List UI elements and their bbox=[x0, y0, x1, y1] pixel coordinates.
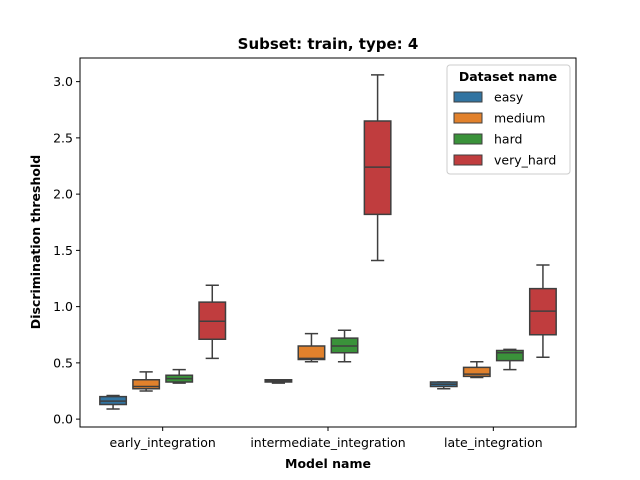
y-tick-label: 0.0 bbox=[53, 412, 73, 427]
legend-swatch-very_hard bbox=[453, 154, 483, 166]
box-medium-late_integration bbox=[462, 361, 491, 379]
y-tick-label: 1.5 bbox=[53, 243, 73, 258]
chart-title: Subset: train, type: 4 bbox=[238, 35, 419, 53]
y-axis-ticks: 0.0 0.5 1.0 1.5 2.0 2.5 3.0 bbox=[53, 74, 80, 427]
legend-label-easy: easy bbox=[494, 90, 524, 105]
y-tick-label: 3.0 bbox=[53, 74, 73, 89]
box-very_hard-early_integration bbox=[198, 284, 227, 360]
box-medium-early_integration bbox=[132, 371, 161, 392]
x-axis-ticks: early_integration intermediate_integratio… bbox=[110, 427, 543, 450]
y-tick-label: 0.5 bbox=[53, 355, 73, 370]
legend-title: Dataset name bbox=[459, 69, 557, 84]
plot-frame bbox=[79, 57, 577, 428]
plot-area bbox=[99, 74, 557, 410]
x-tick-label: early_integration bbox=[110, 435, 216, 450]
legend-label-hard: hard bbox=[494, 132, 522, 147]
x-tick-label: late_integration bbox=[444, 435, 543, 450]
legend-swatch-easy bbox=[453, 91, 483, 103]
legend-swatch-hard bbox=[453, 133, 483, 145]
box-hard-early_integration bbox=[165, 368, 194, 384]
box-iqr bbox=[495, 349, 524, 362]
y-tick-label: 2.0 bbox=[53, 187, 73, 202]
y-axis-label: Discrimination threshold bbox=[28, 155, 43, 329]
box-hard-intermediate_integration bbox=[330, 329, 359, 363]
box-medium-intermediate_integration bbox=[297, 332, 326, 363]
legend-label-very_hard: very_hard bbox=[494, 153, 556, 168]
legend-swatch-medium bbox=[453, 112, 483, 124]
box-easy-late_integration bbox=[429, 381, 458, 390]
box-hard-late_integration bbox=[495, 348, 524, 371]
box-easy-intermediate_integration bbox=[264, 379, 293, 384]
box-iqr bbox=[132, 379, 161, 390]
box-iqr bbox=[297, 345, 326, 361]
legend-entries: easy medium hard very_hard bbox=[453, 90, 556, 168]
x-axis-label: Model name bbox=[285, 456, 371, 471]
y-tick-label: 2.5 bbox=[53, 130, 73, 145]
y-tick-label: 1.0 bbox=[53, 299, 73, 314]
box-easy-early_integration bbox=[99, 394, 128, 410]
box-iqr bbox=[462, 366, 491, 378]
box-very_hard-late_integration bbox=[528, 264, 557, 358]
legend: Dataset name easy medium hard very_hard bbox=[446, 64, 571, 175]
box-very_hard-intermediate_integration bbox=[363, 74, 392, 262]
legend-label-medium: medium bbox=[494, 111, 545, 126]
x-tick-label: intermediate_integration bbox=[250, 435, 405, 450]
